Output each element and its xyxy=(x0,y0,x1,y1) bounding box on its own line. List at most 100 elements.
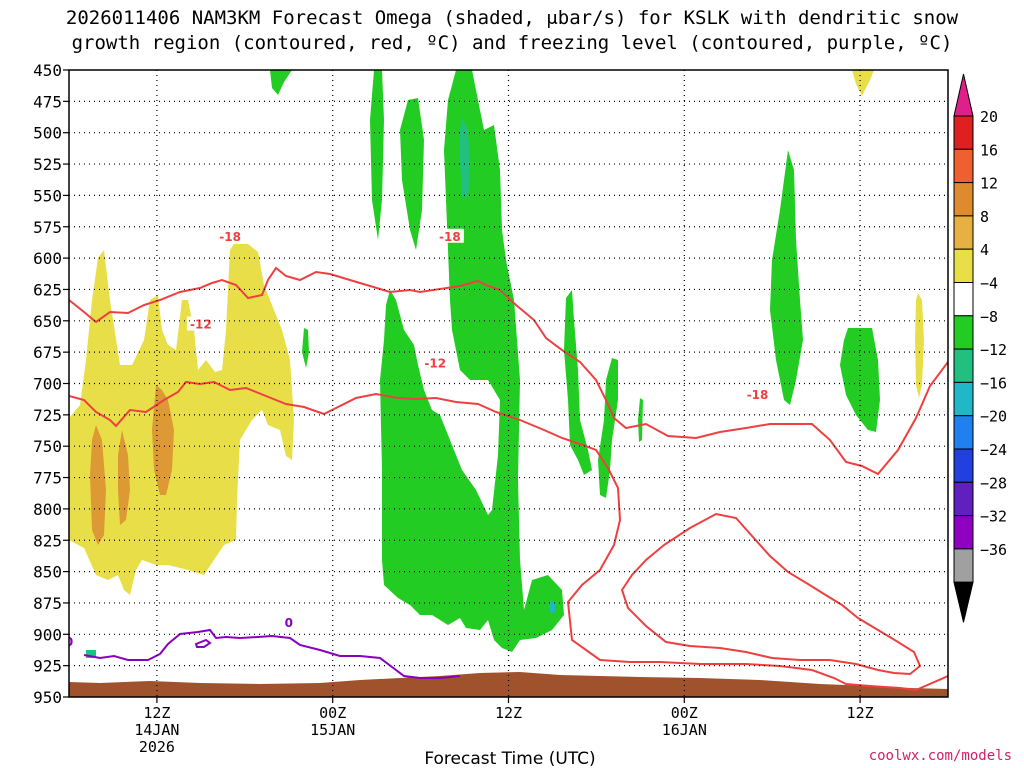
y-tick-label: 625 xyxy=(33,280,62,299)
y-tick-label: 825 xyxy=(33,531,62,550)
y-tick-label: 675 xyxy=(33,343,62,362)
omega-teal-region xyxy=(549,600,555,614)
y-tick-label: 875 xyxy=(33,594,62,613)
contour-label: 0 xyxy=(65,635,73,649)
colorbar-bottom-arrow xyxy=(953,581,974,623)
contour-label: -12 xyxy=(424,356,446,370)
credit-text: coolwx.com/models xyxy=(869,748,1012,764)
contour-label-bg xyxy=(186,316,215,331)
colorbar-segment xyxy=(953,182,974,217)
freezing-level-blob xyxy=(194,638,212,648)
y-tick-label: 850 xyxy=(33,563,62,582)
colorbar-segment xyxy=(953,548,974,583)
omega-green-region xyxy=(770,150,803,405)
colorbar-label: −16 xyxy=(980,374,1007,392)
colorbar-label: 12 xyxy=(980,175,998,193)
colorbar-label: −4 xyxy=(980,275,998,293)
dgz-contour-minus12 xyxy=(69,380,948,692)
x-tick-label1: 12Z xyxy=(143,704,170,722)
dgz-contour-loop xyxy=(620,512,922,676)
y-tick-label: 750 xyxy=(33,437,62,456)
chart-title-line1: 2026011406 NAM3KM Forecast Omega (shaded… xyxy=(66,7,959,29)
omega-green-region xyxy=(598,358,618,498)
y-tick-label: 550 xyxy=(33,186,62,205)
x-tick-label2: 15JAN xyxy=(310,721,355,739)
x-tick-label1: 00Z xyxy=(319,704,346,722)
contour-label-bg xyxy=(282,615,295,630)
colorbar: 20 16 12 8 4 −4 −8 −12 −16 −20 −24 −28 −32 −36 xyxy=(953,73,1007,623)
colorbar-label: 8 xyxy=(980,208,989,226)
omega-green-region xyxy=(270,70,292,95)
y-tick-label: 475 xyxy=(33,92,62,111)
omega-green-region xyxy=(380,70,564,652)
contour-label: -18 xyxy=(439,230,461,244)
y-tick-label: 600 xyxy=(33,249,62,268)
y-tick-label: 925 xyxy=(33,657,62,676)
omega-orange-region xyxy=(152,385,174,495)
y-tick-label: 775 xyxy=(33,469,62,488)
omega-shading xyxy=(69,70,924,658)
colorbar-label: −12 xyxy=(980,341,1007,359)
colorbar-label: −28 xyxy=(980,474,1007,492)
omega-teal-region xyxy=(460,118,470,198)
omega-green-region xyxy=(400,98,424,250)
y-tick-label: 575 xyxy=(33,218,62,237)
dgz-contours xyxy=(69,266,948,692)
omega-green-region xyxy=(564,290,592,475)
colorbar-segment xyxy=(953,415,974,450)
colorbar-segment xyxy=(953,115,974,150)
contour-label-bg xyxy=(216,228,245,243)
colorbar-segment xyxy=(953,215,974,250)
omega-green-region xyxy=(638,398,643,442)
plot-area: -18 -18 -18 -12 -12 0 0 xyxy=(65,70,948,697)
chart-title-line2: growth region (contoured, red, ºC) and f… xyxy=(72,32,953,54)
contour-labels: -18 -18 -18 -12 -12 0 0 xyxy=(65,228,772,649)
colorbar-label: 16 xyxy=(980,141,998,159)
y-tick-label: 700 xyxy=(33,375,62,394)
dgz-contour-minus18 xyxy=(69,266,948,476)
x-tick-label2: 16JAN xyxy=(662,721,707,739)
contour-label-bg xyxy=(743,386,772,401)
contour-label-bg xyxy=(435,228,464,243)
colorbar-segment xyxy=(953,515,974,550)
x-tick-label1: 12Z xyxy=(495,704,522,722)
contour-label-bg xyxy=(421,355,450,370)
omega-yellow-region xyxy=(69,244,294,595)
contour-label-bg xyxy=(69,633,75,648)
x-axis-label: Forecast Time (UTC) xyxy=(424,749,595,768)
colorbar-segment xyxy=(953,448,974,483)
y-axis-ticks: 450 475 500 525 550 575 600 625 650 675 700 725 750 7… xyxy=(33,61,69,707)
colorbar-label: −20 xyxy=(980,408,1007,426)
colorbar-segment xyxy=(953,481,974,517)
colorbar-label: 4 xyxy=(980,241,989,259)
y-tick-label: 900 xyxy=(33,625,62,644)
x-tick-label3: 2026 xyxy=(139,738,175,756)
omega-orange-region xyxy=(90,425,106,545)
colorbar-segment xyxy=(953,381,974,417)
x-tick-label1: 00Z xyxy=(671,704,698,722)
colorbar-label: −24 xyxy=(980,441,1007,459)
contour-label: -18 xyxy=(747,388,769,402)
omega-green-region xyxy=(370,70,384,240)
freezing-level-contour xyxy=(83,628,461,679)
colorbar-top-arrow xyxy=(953,73,974,117)
colorbar-label: 20 xyxy=(980,108,998,126)
y-tick-label: 725 xyxy=(33,406,62,425)
colorbar-segment xyxy=(953,248,974,283)
omega-green-region xyxy=(302,328,309,368)
colorbar-segment xyxy=(953,282,974,317)
y-tick-label: 950 xyxy=(33,688,62,707)
y-tick-label: 450 xyxy=(33,61,62,80)
omega-yellow-region-top xyxy=(852,70,874,96)
terrain-surface xyxy=(69,672,948,697)
x-tick-label2: 14JAN xyxy=(134,721,179,739)
omega-yellow-region-small xyxy=(915,293,924,398)
y-tick-label: 650 xyxy=(33,312,62,331)
contour-label: 0 xyxy=(285,616,293,630)
y-tick-label: 500 xyxy=(33,124,62,143)
y-tick-label: 800 xyxy=(33,500,62,519)
colorbar-label: −8 xyxy=(980,308,998,326)
contour-label: -12 xyxy=(190,318,212,332)
